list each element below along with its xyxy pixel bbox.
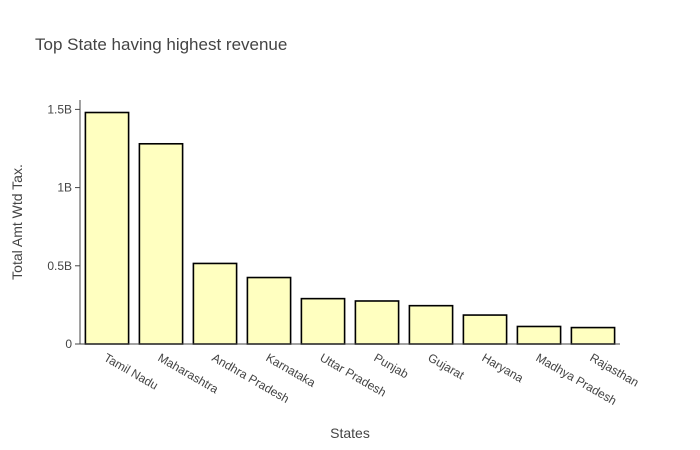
y-tick-label: 1.5B — [47, 102, 72, 116]
y-tick-label: 1B — [57, 181, 72, 195]
bar-rajasthan[interactable] — [571, 328, 614, 344]
x-tick-label: Maharashtra — [156, 350, 222, 396]
x-tick-label: Gujarat — [426, 350, 468, 382]
bar-karnataka[interactable] — [247, 278, 290, 344]
y-axis-ticks: 0 0.5B 1B 1.5B — [47, 102, 80, 351]
x-tick-label: Punjab — [372, 350, 412, 381]
bar-haryana[interactable] — [463, 315, 506, 344]
x-tick-label: Tamil Nadu — [102, 350, 161, 392]
x-axis-title: States — [330, 425, 370, 441]
x-tick-label: Haryana — [480, 350, 527, 385]
y-axis-title: Total Amt Wtd Tax. — [9, 164, 25, 280]
bar-gujarat[interactable] — [409, 306, 452, 344]
bar-madhya-pradesh[interactable] — [517, 326, 560, 344]
bar-andhra-pradesh[interactable] — [193, 263, 236, 344]
bar-uttar-pradesh[interactable] — [301, 299, 344, 344]
chart-title: Top State having highest revenue — [35, 35, 287, 54]
y-tick-label: 0 — [65, 337, 72, 351]
y-tick-label: 0.5B — [47, 259, 72, 273]
bar-punjab[interactable] — [355, 301, 398, 344]
bar-tamil-nadu[interactable] — [85, 113, 128, 344]
bars-group — [85, 113, 614, 344]
bar-maharashtra[interactable] — [139, 144, 182, 344]
